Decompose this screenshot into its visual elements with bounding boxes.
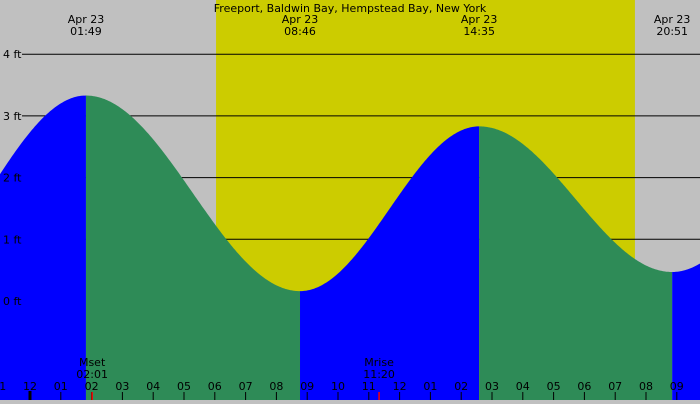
y-tick-label: 1 ft	[3, 233, 22, 246]
y-tick-label: 4 ft	[3, 48, 22, 61]
y-tick-label: 0 ft	[3, 295, 22, 308]
moon-event-label: Mrise	[364, 356, 394, 369]
x-tick-label: 03	[115, 380, 129, 393]
tide-extreme-date: Apr 23	[282, 13, 319, 26]
x-tick-label: 12	[23, 380, 37, 393]
moon-event-time: 11:20	[363, 368, 395, 381]
x-tick-label: 05	[177, 380, 191, 393]
chart-title: Freeport, Baldwin Bay, Hempstead Bay, Ne…	[214, 2, 487, 15]
tide-extreme-time: 14:35	[463, 25, 495, 38]
x-tick-label: 01	[423, 380, 437, 393]
x-tick-label: 06	[577, 380, 591, 393]
moon-event-label: Mset	[79, 356, 106, 369]
rising-tide-area	[300, 126, 480, 401]
x-tick-label: 10	[331, 380, 345, 393]
x-tick-label: 07	[239, 380, 253, 393]
x-tick-label: 04	[146, 380, 160, 393]
x-tick-label: 11	[362, 380, 376, 393]
falling-tide-area	[479, 126, 673, 401]
x-tick-label: 06	[208, 380, 222, 393]
tide-extreme-time: 20:51	[656, 25, 688, 38]
x-tick-label: 08	[269, 380, 283, 393]
x-tick-label: 03	[485, 380, 499, 393]
tide-extreme-date: Apr 23	[461, 13, 498, 26]
x-tick-label: 12	[393, 380, 407, 393]
x-tick-label: 04	[516, 380, 530, 393]
x-tick-label: 09	[670, 380, 684, 393]
tide-extreme-time: 01:49	[70, 25, 102, 38]
y-tick-label: 3 ft	[3, 110, 22, 123]
y-tick-label: 2 ft	[3, 172, 22, 185]
falling-tide-area	[85, 95, 301, 400]
rising-tide-area	[0, 95, 86, 400]
x-tick-label: 05	[547, 380, 561, 393]
x-tick-label: 02	[85, 380, 99, 393]
x-tick-label: 07	[608, 380, 622, 393]
tide-extreme-date: Apr 23	[654, 13, 691, 26]
rising-tide-area	[672, 263, 700, 400]
x-tick-label: 11	[0, 380, 6, 393]
x-tick-label: 09	[300, 380, 314, 393]
tide-extreme-date: Apr 23	[68, 13, 105, 26]
x-tick-label: 02	[454, 380, 468, 393]
x-tick-label: 01	[54, 380, 68, 393]
tide-extreme-time: 08:46	[284, 25, 316, 38]
x-tick-label: 08	[639, 380, 653, 393]
moon-event-time: 02:01	[76, 368, 108, 381]
